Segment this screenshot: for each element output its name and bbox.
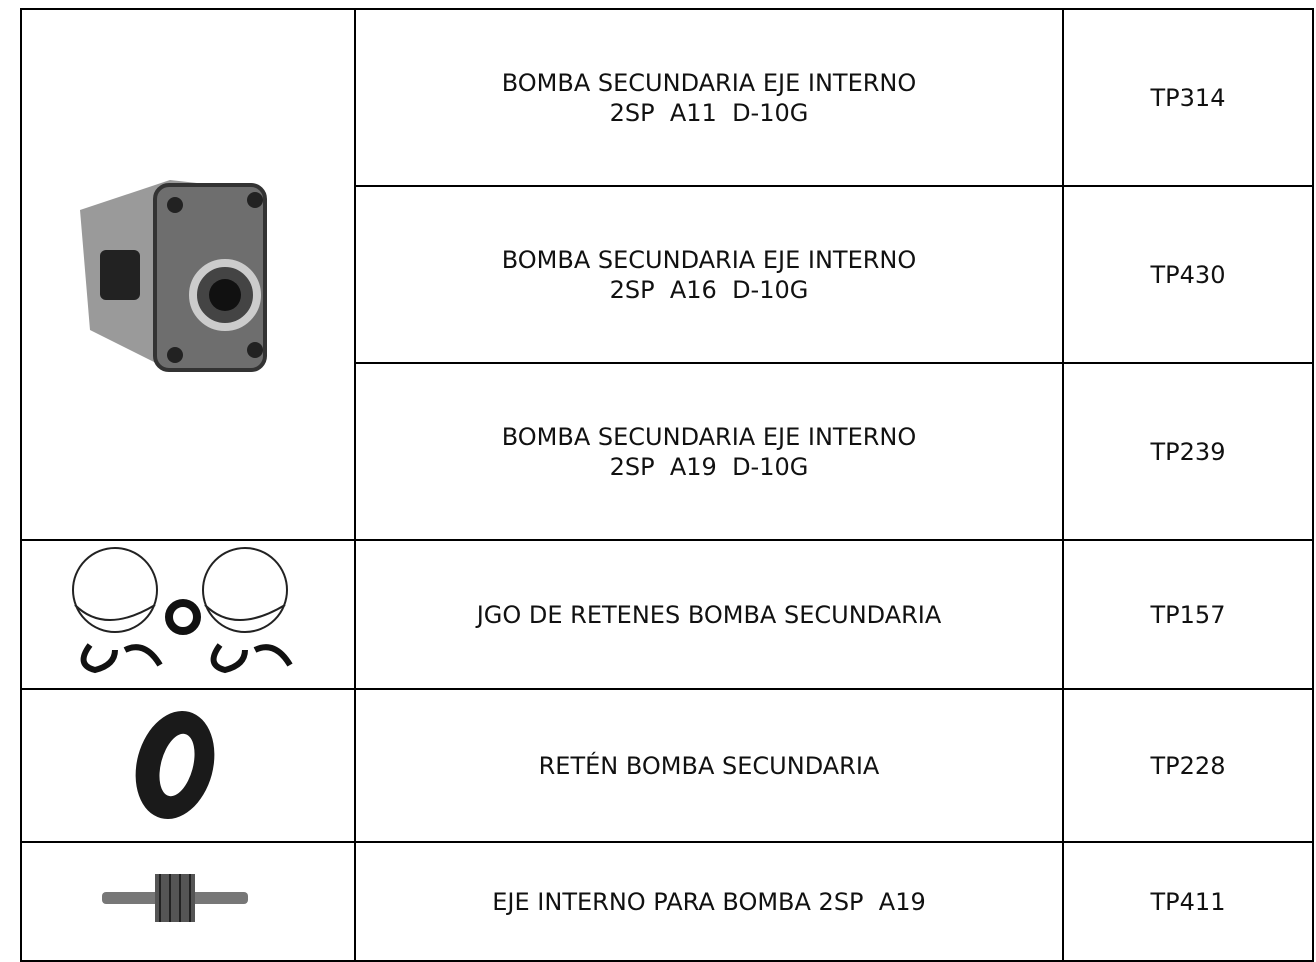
description-line: 2SP A19 D-10G — [609, 452, 809, 481]
description-line: EJE INTERNO PARA BOMBA 2SP A19 — [492, 887, 926, 916]
part-code: TP430 — [1150, 260, 1226, 289]
part-code: TP314 — [1150, 83, 1226, 112]
description-cell: BOMBA SECUNDARIA EJE INTERNO 2SP A19 D-10… — [354, 362, 1064, 541]
description-cell: JGO DE RETENES BOMBA SECUNDARIA — [354, 539, 1064, 690]
code-cell: TP411 — [1062, 841, 1314, 962]
retainer-image — [135, 710, 215, 820]
part-code: TP239 — [1150, 437, 1226, 466]
description-line: JGO DE RETENES BOMBA SECUNDARIA — [476, 600, 942, 629]
seal-kit-image — [72, 547, 293, 674]
description-cell: BOMBA SECUNDARIA EJE INTERNO 2SP A11 D-10… — [354, 8, 1064, 187]
description-line: 2SP A11 D-10G — [609, 98, 809, 127]
part-code: TP157 — [1150, 600, 1226, 629]
code-cell: TP430 — [1062, 185, 1314, 364]
shaft-image — [102, 874, 248, 922]
description-line: BOMBA SECUNDARIA EJE INTERNO — [501, 245, 917, 274]
code-cell: TP239 — [1062, 362, 1314, 541]
description-line: BOMBA SECUNDARIA EJE INTERNO — [501, 422, 917, 451]
code-cell: TP314 — [1062, 8, 1314, 187]
pump-image — [80, 180, 267, 372]
description-cell: EJE INTERNO PARA BOMBA 2SP A19 — [354, 841, 1064, 962]
code-cell: TP228 — [1062, 688, 1314, 843]
description-cell: BOMBA SECUNDARIA EJE INTERNO 2SP A16 D-10… — [354, 185, 1064, 364]
description-line: BOMBA SECUNDARIA EJE INTERNO — [501, 68, 917, 97]
part-code: TP411 — [1150, 887, 1226, 916]
description-line: RETÉN BOMBA SECUNDARIA — [538, 751, 880, 780]
description-cell: RETÉN BOMBA SECUNDARIA — [354, 688, 1064, 843]
description-line: 2SP A16 D-10G — [609, 275, 809, 304]
code-cell: TP157 — [1062, 539, 1314, 690]
part-code: TP228 — [1150, 751, 1226, 780]
